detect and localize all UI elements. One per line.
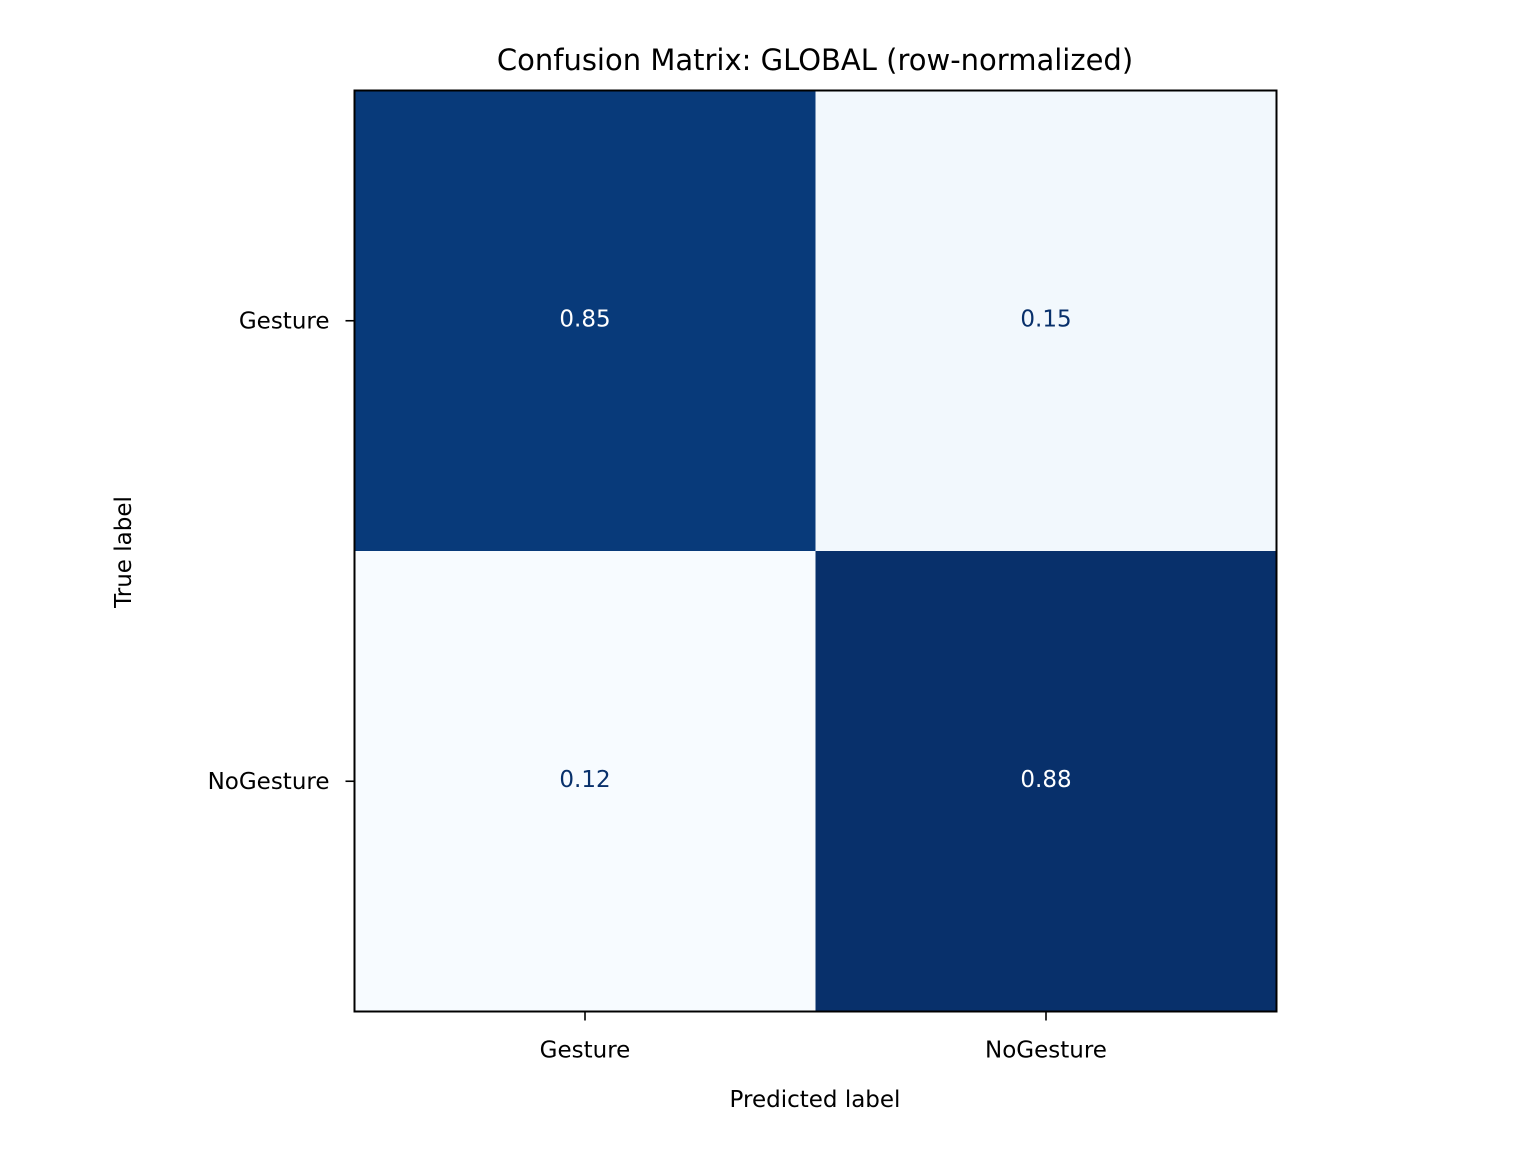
- heatmap-cell-nogesture-gesture: [354, 551, 816, 1012]
- y-axis-ticks: Gesture NoGesture: [208, 308, 355, 795]
- cell-value-label: 0.85: [559, 306, 610, 332]
- x-tick-label: NoGesture: [985, 1038, 1107, 1064]
- heatmap-cells: [354, 90, 1277, 1012]
- cell-value-label: 0.15: [1020, 306, 1071, 332]
- plot-frame: [353, 89, 1278, 1013]
- x-axis-ticks: Gesture NoGesture: [540, 1011, 1107, 1064]
- heatmap-value-labels: 0.85 0.15 0.12 0.88: [559, 306, 1071, 793]
- heatmap-cell-nogesture-nogesture: [815, 551, 1277, 1012]
- heatmap-cell-gesture-gesture: [354, 90, 816, 552]
- x-axis-label: Predicted label: [730, 1087, 901, 1113]
- y-tick-label: NoGesture: [208, 769, 330, 795]
- x-tick-label: Gesture: [540, 1038, 631, 1064]
- cell-value-label: 0.88: [1020, 767, 1071, 793]
- y-tick-label: Gesture: [239, 308, 330, 334]
- y-axis-label: True label: [111, 496, 137, 609]
- chart-title: Confusion Matrix: GLOBAL (row-normalized…: [497, 43, 1133, 77]
- cell-value-label: 0.12: [559, 767, 610, 793]
- heatmap-cell-gesture-nogesture: [815, 90, 1277, 552]
